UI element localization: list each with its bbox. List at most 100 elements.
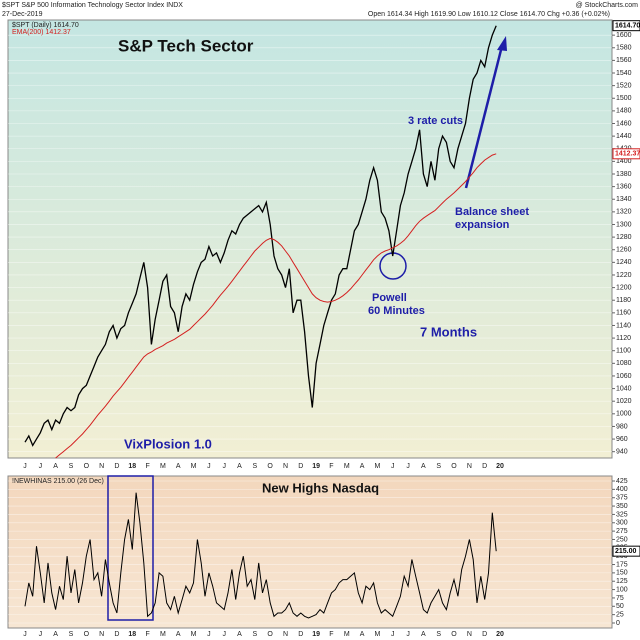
y-tick-label: 100 <box>616 586 628 593</box>
x-tick-label: 20 <box>496 463 504 470</box>
series-line <box>24 25 497 447</box>
y-tick-label: 275 <box>616 528 628 535</box>
y-tick-label: 0 <box>616 620 620 627</box>
y-tick-label: 375 <box>616 495 628 502</box>
last-value-label: 1412.37 <box>615 151 640 158</box>
y-tick-label: 1340 <box>616 196 632 203</box>
x-tick-label: J <box>39 463 43 470</box>
x-tick-label: 20 <box>496 631 504 638</box>
x-tick-label: F <box>329 631 333 638</box>
last-value-label: 215.00 <box>615 548 637 555</box>
x-tick-label: S <box>436 631 441 638</box>
y-tick-label: 25 <box>616 611 624 618</box>
legend-ema: EMA(200) 1412.37 <box>12 29 71 36</box>
x-tick-label: N <box>467 631 472 638</box>
x-tick-label: 19 <box>312 463 320 470</box>
x-tick-label: A <box>421 631 426 638</box>
x-tick-label: M <box>374 463 380 470</box>
y-tick-label: 1280 <box>616 234 632 241</box>
y-tick-label: 980 <box>616 423 628 430</box>
x-tick-label: N <box>283 631 288 638</box>
x-tick-label: A <box>237 463 242 470</box>
x-tick-label: S <box>253 463 258 470</box>
y-tick-label: 1400 <box>616 158 632 165</box>
y-tick-label: 1520 <box>616 82 632 89</box>
y-tick-label: 350 <box>616 503 628 510</box>
y-tick-label: 1320 <box>616 209 632 216</box>
y-tick-label: 1040 <box>616 385 632 392</box>
x-tick-label: S <box>436 463 441 470</box>
x-tick-label: A <box>360 463 365 470</box>
source: @ StockCharts.com <box>576 2 639 9</box>
x-tick-label: N <box>283 463 288 470</box>
x-tick-label: A <box>176 463 181 470</box>
x-tick-label: O <box>267 631 273 638</box>
x-tick-label: D <box>482 463 487 470</box>
y-tick-label: 1480 <box>616 108 632 115</box>
legend-price: $SPT (Daily) 1614.70 <box>12 22 79 29</box>
x-tick-label: J <box>23 463 27 470</box>
last-value-label: 1614.70 <box>615 23 640 30</box>
y-tick-label: 1220 <box>616 272 632 279</box>
x-tick-label: J <box>207 631 211 638</box>
symbol-line: $SPT S&P 500 Information Technology Sect… <box>2 2 183 9</box>
x-tick-label: M <box>160 463 166 470</box>
x-tick-label: F <box>145 463 149 470</box>
y-tick-label: 1500 <box>616 95 632 102</box>
x-tick-label: D <box>114 463 119 470</box>
x-tick-label: S <box>69 463 74 470</box>
y-tick-label: 940 <box>616 449 628 456</box>
x-tick-label: 19 <box>312 631 320 638</box>
annotation: 3 rate cuts <box>408 115 463 127</box>
x-tick-label: J <box>406 631 410 638</box>
annotation: 60 Minutes <box>368 305 425 317</box>
x-tick-label: A <box>360 631 365 638</box>
y-tick-label: 1200 <box>616 284 632 291</box>
ohlc: Open 1614.34 High 1619.90 Low 1610.12 Cl… <box>368 11 610 18</box>
x-tick-label: O <box>84 463 90 470</box>
x-tick-label: J <box>391 463 395 470</box>
chart-title: S&P Tech Sector <box>118 36 254 55</box>
x-tick-label: J <box>406 463 410 470</box>
y-tick-label: 1440 <box>616 133 632 140</box>
date: 27-Dec-2019 <box>2 11 43 18</box>
x-tick-label: J <box>23 631 27 638</box>
last-value-box <box>612 20 640 32</box>
y-tick-label: 1240 <box>616 259 632 266</box>
x-tick-label: O <box>84 631 90 638</box>
x-tick-label: A <box>53 631 58 638</box>
panel-title: New Highs Nasdaq <box>262 480 379 495</box>
y-tick-label: 1180 <box>616 297 631 304</box>
x-tick-label: N <box>99 463 104 470</box>
breadth-panel <box>7 475 613 629</box>
y-tick-label: 1080 <box>616 360 632 367</box>
x-tick-label: M <box>344 631 350 638</box>
y-tick-label: 250 <box>616 536 628 543</box>
x-tick-label: 18 <box>128 631 136 638</box>
last-value-box <box>612 545 640 557</box>
y-tick-label: 1380 <box>616 171 632 178</box>
annotation: Powell <box>372 292 407 304</box>
y-tick-label: 1140 <box>616 322 631 329</box>
y-tick-label: 1060 <box>616 373 632 380</box>
y-tick-label: 1560 <box>616 57 632 64</box>
x-tick-label: D <box>114 631 119 638</box>
highlight-box <box>107 475 154 621</box>
legend-newhighs: !NEWHINAS 215.00 (26 Dec) <box>12 478 104 485</box>
x-tick-label: M <box>160 631 166 638</box>
x-tick-label: A <box>421 463 426 470</box>
y-tick-label: 1020 <box>616 398 632 405</box>
y-tick-label: 150 <box>616 570 628 577</box>
annotation: 7 Months <box>420 324 477 339</box>
y-tick-label: 1300 <box>616 221 632 228</box>
y-tick-label: 400 <box>616 486 628 493</box>
series-line <box>24 492 497 619</box>
y-tick-label: 1100 <box>616 348 631 355</box>
x-tick-label: A <box>237 631 242 638</box>
y-tick-label: 300 <box>616 520 628 527</box>
x-tick-label: F <box>329 463 333 470</box>
x-tick-label: J <box>207 463 211 470</box>
arrow <box>464 45 504 189</box>
y-tick-label: 1120 <box>616 335 631 342</box>
